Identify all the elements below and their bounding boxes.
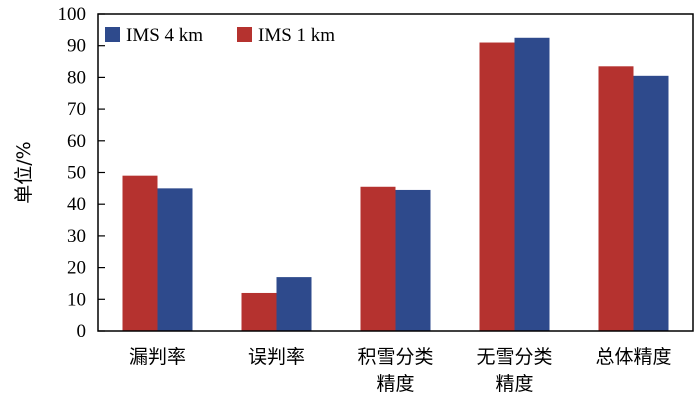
y-tick-label: 20 — [67, 258, 86, 279]
y-tick-label: 30 — [67, 226, 86, 247]
bar-ims-4km — [514, 37, 550, 332]
x-category-label: 漏判率 — [129, 346, 186, 368]
legend-label: IMS 1 km — [258, 25, 335, 46]
x-category-label: 误判率 — [248, 346, 305, 368]
y-tick-label: 40 — [67, 194, 86, 215]
legend-label: IMS 4 km — [126, 25, 203, 46]
legend-swatch — [105, 27, 120, 42]
y-tick-label: 100 — [58, 4, 87, 25]
bars-layer — [122, 37, 669, 332]
y-tick-label: 70 — [67, 99, 86, 120]
x-category-label: 精度 — [495, 373, 533, 395]
y-tick-label: 80 — [67, 67, 86, 88]
legend-swatch — [237, 27, 252, 42]
y-tick-label: 0 — [77, 321, 87, 342]
y-tick-label: 50 — [67, 163, 86, 184]
bar-ims-4km — [276, 277, 312, 331]
bar-ims-1km — [598, 66, 634, 332]
y-tick-label: 10 — [67, 289, 86, 310]
bar-ims-1km — [241, 292, 277, 331]
y-axis-label: 单位/% — [13, 141, 35, 203]
x-category-label: 无雪分类 — [476, 346, 552, 368]
bar-ims-1km — [360, 186, 396, 331]
bar-ims-4km — [157, 188, 193, 331]
x-category-label: 精度 — [376, 373, 414, 395]
y-axis: 0 10 20 30 40 50 60 70 80 90 100 — [58, 4, 105, 342]
bar-ims-4km — [395, 189, 431, 331]
y-tick-label: 90 — [67, 36, 86, 57]
x-category-label: 积雪分类 — [357, 346, 433, 368]
bar-ims-4km — [633, 75, 669, 331]
legend: IMS 4 km IMS 1 km — [105, 25, 335, 46]
bar-ims-1km — [122, 175, 158, 331]
x-category-label: 总体精度 — [595, 346, 671, 368]
y-tick-label: 60 — [67, 131, 86, 152]
bar-ims-1km — [479, 42, 515, 331]
